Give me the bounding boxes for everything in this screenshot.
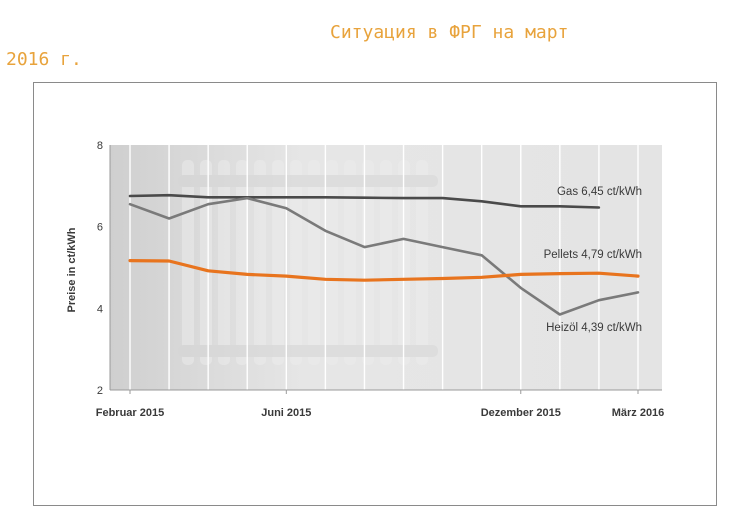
y-tick-label: 8	[97, 140, 103, 152]
radiator-fin	[236, 160, 248, 365]
series-line-heizoel	[128, 196, 640, 316]
radiator-bar	[178, 345, 438, 357]
radiator-fin	[254, 160, 266, 365]
series-label-pellets: Pellets 4,79 ct/kWh	[544, 249, 642, 261]
x-tick-label: März 2016	[612, 407, 665, 419]
radiator-fin	[308, 160, 320, 365]
y-tick-labels: 2 4 6 8	[97, 140, 103, 397]
radiator-fin	[200, 160, 212, 365]
radiator-bar	[178, 175, 438, 187]
radiator-fin	[380, 160, 392, 365]
y-axis-label: Preise in ct/kWh	[66, 227, 78, 312]
radiator-fin	[326, 160, 338, 365]
caption-line-2: 2016 г.	[6, 49, 82, 70]
radiator-fin	[218, 160, 230, 365]
y-tick-label: 6	[97, 222, 103, 234]
x-tick-label: Februar 2015	[96, 407, 164, 419]
radiator-fin	[272, 160, 284, 365]
y-tick-label: 4	[97, 303, 103, 315]
x-tick-label: Dezember 2015	[481, 407, 561, 419]
series-labels: Gas 6,45 ct/kWh Pellets 4,79 ct/kWh Heizöl…	[544, 186, 642, 334]
radiator-fin	[416, 160, 428, 365]
series-label-heizoel: Heizöl 4,39 ct/kWh	[546, 322, 642, 334]
series-line-pellets	[128, 259, 640, 282]
series-label-gas: Gas 6,45 ct/kWh	[557, 186, 642, 198]
radiator-fin	[182, 160, 194, 365]
x-tick-labels: Februar 2015 Juni 2015 Dezember 2015 März 2…	[96, 390, 665, 419]
x-tick-label: Juni 2015	[261, 407, 311, 419]
series-lines	[128, 193, 640, 316]
radiator-watermark	[178, 160, 438, 365]
y-tick-label: 2	[97, 385, 103, 397]
caption-line-1: Ситуация в ФРГ на март	[330, 22, 569, 43]
radiator-fin	[290, 160, 302, 365]
grid-lines	[129, 145, 639, 390]
series-line-gas	[128, 193, 601, 209]
radiator-fin	[344, 160, 356, 365]
